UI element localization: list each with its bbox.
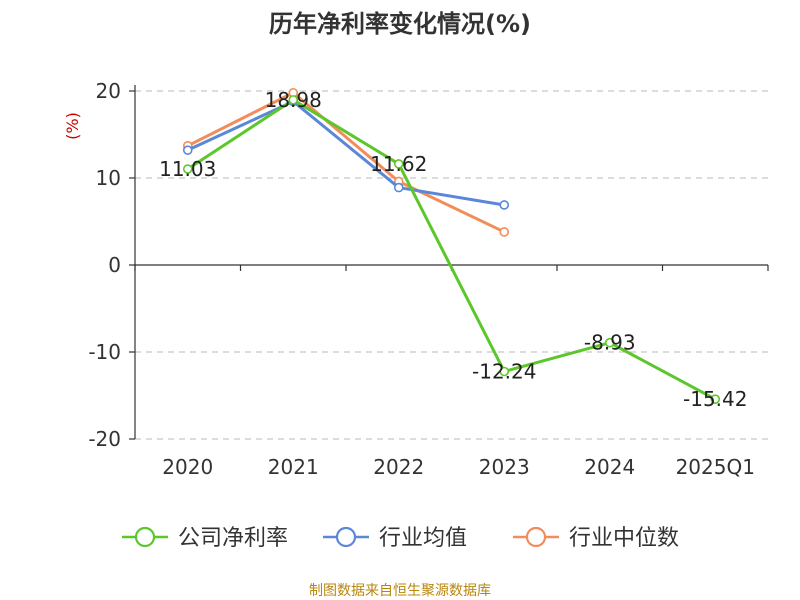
x-tick-label: 2023 [479, 455, 530, 479]
y-axis-label: (%) [63, 112, 82, 140]
data-point [499, 200, 510, 210]
data-label: 11.03 [159, 157, 216, 181]
data-point [499, 227, 510, 237]
legend-marker [525, 526, 547, 548]
legend-marker [134, 526, 156, 548]
data-label: 11.62 [370, 152, 427, 176]
series-lines [182, 87, 721, 404]
x-tick-label: 2021 [268, 455, 319, 479]
y-tick-label: 20 [96, 79, 121, 103]
data-label: -15.42 [683, 387, 747, 411]
legend-label: 行业中位数 [569, 526, 679, 551]
data-point [499, 366, 510, 377]
data-labels: 11.03 18.98 11.62 -12.24 -8.93 -15.42 [159, 88, 747, 411]
data-point [288, 95, 299, 105]
tick-labels: 20 10 0 -10 -20 2020 2021 2022 2023 2024 2025Q1 [88, 79, 755, 479]
data-label: 18.98 [265, 88, 322, 112]
data-point [604, 337, 615, 348]
data-point [393, 182, 404, 193]
series-line [187, 99, 505, 207]
data-label: -8.93 [584, 331, 636, 355]
series-line [187, 91, 505, 234]
data-label: -12.24 [472, 359, 536, 383]
data-point [182, 145, 193, 155]
chart-title: 历年净利率变化情况(%) [269, 10, 531, 38]
data-point [182, 164, 193, 174]
data-point [710, 394, 721, 404]
y-tick-label: 10 [96, 166, 121, 190]
y-tick-label: 0 [108, 253, 121, 277]
y-tick-label: -10 [88, 340, 121, 364]
legend: 公司净利率 行业均值 行业中位数 [122, 526, 679, 551]
x-tick-label: 2020 [162, 455, 213, 479]
legend-label: 公司净利率 [178, 526, 288, 551]
x-tick-label: 2022 [373, 455, 424, 479]
x-tick-label: 2025Q1 [676, 455, 755, 479]
data-point [393, 159, 404, 169]
legend-marker [335, 526, 357, 548]
series-line [186, 98, 716, 401]
source-note: 制图数据来自恒生聚源数据库 [309, 583, 491, 599]
x-tick-label: 2024 [584, 455, 635, 479]
legend-label: 行业均值 [379, 526, 467, 551]
y-tick-label: -20 [88, 427, 121, 451]
